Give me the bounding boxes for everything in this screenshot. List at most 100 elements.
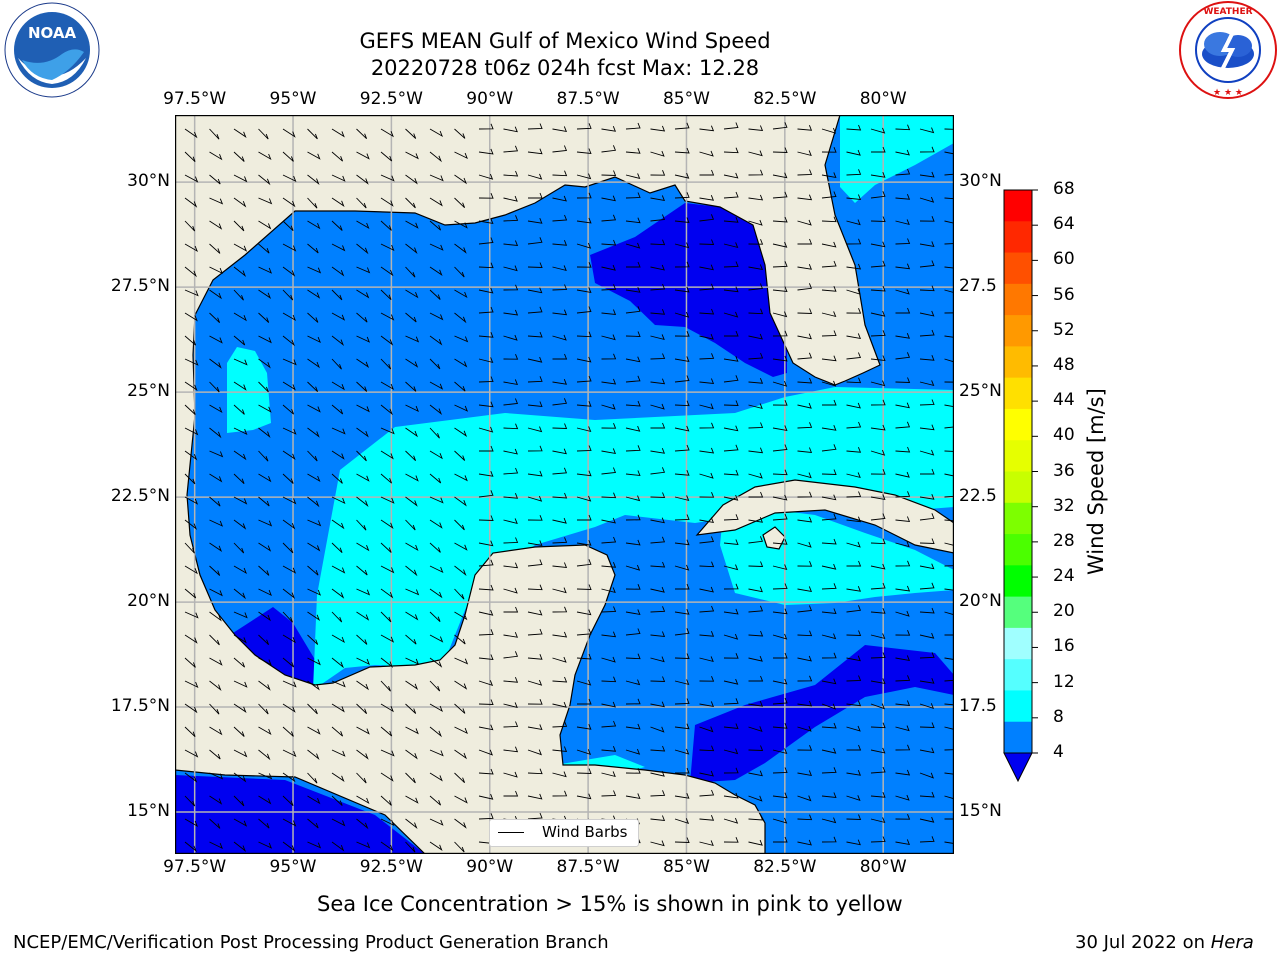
wind-barb <box>405 818 418 829</box>
wind-barb <box>870 722 886 729</box>
lon-label-top: 97.5°W <box>163 89 227 109</box>
wind-barb <box>331 841 345 852</box>
wind-barb <box>674 444 690 452</box>
wind-barb <box>380 772 394 782</box>
wind-barb <box>527 699 543 705</box>
colorbar-tick-label: 48 <box>1053 354 1075 375</box>
wind-barb <box>846 169 862 176</box>
wind-barb <box>405 266 416 278</box>
wind-barb <box>674 217 690 224</box>
wind-barb <box>184 174 199 183</box>
wind-barb <box>650 676 666 682</box>
wind-barb <box>282 749 297 758</box>
wind-barb <box>944 565 954 567</box>
wind-barb <box>233 174 248 183</box>
wind-barb <box>748 701 764 707</box>
wind-barb <box>674 286 690 293</box>
wind-barb <box>258 519 273 527</box>
wind-barb <box>429 588 443 599</box>
wind-barb <box>650 815 666 822</box>
wind-barb <box>650 701 665 708</box>
wind-barb <box>478 218 494 224</box>
wind-barb <box>380 611 392 623</box>
wind-barb <box>748 422 764 429</box>
wind-barb <box>527 793 543 800</box>
wind-barb <box>552 379 568 385</box>
wind-barb <box>601 214 617 222</box>
wind-barb <box>699 264 714 271</box>
wind-barb <box>772 380 788 387</box>
wind-barb <box>429 358 441 370</box>
wind-barb <box>723 698 739 705</box>
wind-barb <box>846 447 862 453</box>
wind-barb <box>870 191 886 199</box>
wind-barb <box>307 818 319 829</box>
wind-barb <box>699 656 714 663</box>
wind-barb <box>797 700 813 707</box>
wind-barb <box>723 191 739 199</box>
wind-barb <box>307 220 321 230</box>
wind-barb <box>356 703 368 715</box>
wind-barb <box>233 519 247 530</box>
svg-text:WEATHER: WEATHER <box>1203 7 1252 17</box>
wind-barb <box>331 266 345 277</box>
footer-date: 30 Jul 2022 on Hera <box>1075 932 1254 953</box>
wind-barb <box>307 427 320 438</box>
wind-barb <box>454 427 468 437</box>
wind-barb <box>797 125 813 131</box>
wind-barb <box>870 380 886 387</box>
wind-barb <box>821 513 837 521</box>
wind-barb <box>625 192 641 199</box>
wind-barb <box>773 836 788 843</box>
wind-barb <box>944 657 954 660</box>
wind-barb <box>650 378 666 385</box>
wind-barb <box>184 818 199 828</box>
wind-barb <box>944 335 954 338</box>
wind-barb <box>503 771 518 778</box>
wind-barb <box>429 335 443 346</box>
wind-barb <box>699 586 714 593</box>
wind-barb <box>944 404 954 408</box>
wind-barb <box>650 536 666 544</box>
wind-barb <box>601 195 616 202</box>
map-plot <box>175 115 954 854</box>
wind-barb <box>601 448 617 454</box>
wind-barb <box>576 749 592 756</box>
wind-barb <box>184 151 196 163</box>
wind-barb <box>282 703 296 713</box>
wind-barb <box>528 192 543 199</box>
wind-barb <box>209 151 223 161</box>
wind-barb <box>920 468 935 475</box>
wind-barb <box>895 471 910 478</box>
wind-barb <box>797 586 813 592</box>
wind-barb <box>209 565 221 576</box>
wind-barb <box>503 518 518 525</box>
wind-barb <box>821 652 837 659</box>
wind-barb <box>307 404 321 413</box>
wind-barb <box>282 818 297 827</box>
colorbar-segment <box>1004 627 1032 660</box>
wind-barb <box>944 495 954 498</box>
wind-barb <box>895 402 910 409</box>
wind-barb <box>282 404 295 415</box>
wind-barb <box>258 128 269 140</box>
wind-barb <box>429 404 443 415</box>
wind-barb <box>576 242 592 249</box>
wind-barb <box>258 381 269 393</box>
wind-barb <box>503 240 519 247</box>
wind-barb <box>650 195 666 201</box>
wind-barb <box>184 496 199 505</box>
wind-barb <box>919 652 935 659</box>
wind-barb <box>846 605 862 613</box>
wind-barb <box>674 723 690 730</box>
wind-barb <box>356 450 367 462</box>
wind-barb <box>380 818 395 827</box>
wind-barb <box>576 495 592 502</box>
wind-barb <box>846 586 862 592</box>
wind-barb <box>552 746 568 753</box>
wind-barb <box>748 561 764 567</box>
wind-barb <box>772 400 788 406</box>
lat-label-left: 15°N <box>127 801 170 821</box>
wind-barb <box>822 399 837 406</box>
wind-barb <box>772 539 788 545</box>
